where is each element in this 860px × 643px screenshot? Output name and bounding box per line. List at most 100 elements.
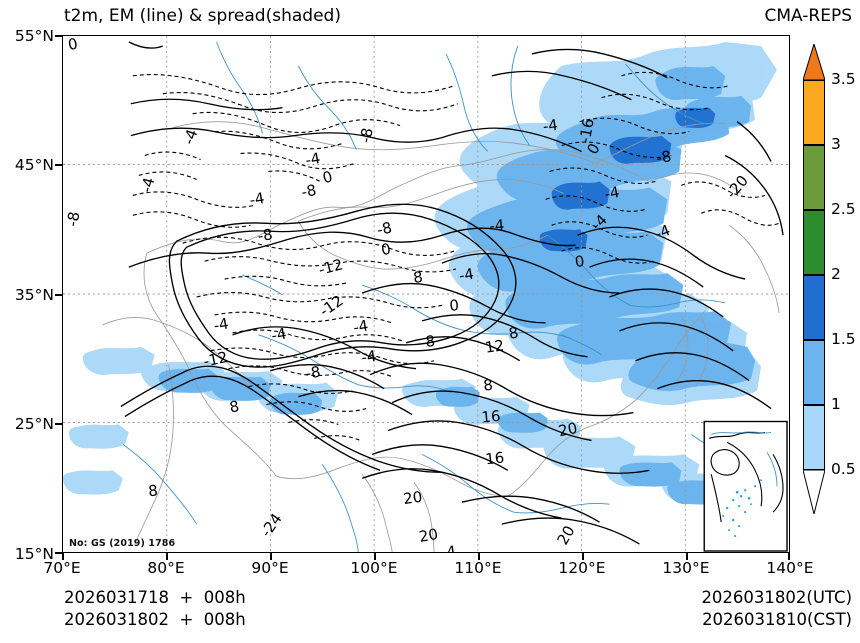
colorbar-tick-3p5: 3.5 <box>831 70 856 88</box>
y-tick-mark <box>55 35 62 37</box>
map-plot-area[interactable]: 0 -4 -8 -4 -4 -8 -4 -8 0 -8 0 -12 -8 -12… <box>62 35 790 553</box>
colorbar-segment-3p5-up[interactable] <box>803 80 825 145</box>
x-tick-label-70e: 70°E <box>43 559 81 577</box>
model-label: CMA-REPS <box>764 6 852 26</box>
x-tick-label-130e: 130°E <box>662 559 710 577</box>
svg-text:-4: -4 <box>542 116 559 136</box>
svg-text:-4: -4 <box>489 216 505 235</box>
svg-text:8: 8 <box>507 323 520 342</box>
svg-text:20: 20 <box>402 488 423 508</box>
x-tick-label-120e: 120°E <box>558 559 606 577</box>
colorbar-tick-1p5: 1.5 <box>831 330 856 348</box>
svg-text:-20: -20 <box>722 172 751 202</box>
svg-text:-4: -4 <box>352 316 370 336</box>
x-tick-mark <box>270 553 272 560</box>
x-tick-mark <box>478 553 480 560</box>
footer-valid-time-cst: 2026031810(CST) <box>702 610 852 629</box>
inset-spread-dots <box>722 479 763 538</box>
colorbar-tick-2p5: 2.5 <box>831 200 856 218</box>
colorbar-segment-2p5-3[interactable] <box>803 145 825 210</box>
svg-text:-4: -4 <box>270 324 288 344</box>
svg-text:20: 20 <box>557 419 579 441</box>
svg-text:-4: -4 <box>653 221 673 243</box>
map-watermark: No: GS (2019) 1786 <box>69 538 176 549</box>
spread-shading-1p5-2 <box>539 107 716 252</box>
colorbar-arrow-top <box>803 44 825 80</box>
country-borders <box>102 121 780 552</box>
colorbar-segment-0p5-1[interactable] <box>803 405 825 470</box>
y-tick-label-45n: 45°N <box>14 156 54 174</box>
svg-text:12: 12 <box>484 336 505 356</box>
svg-text:16: 16 <box>484 448 505 468</box>
x-tick-mark <box>62 553 64 560</box>
y-tick-label-55n: 55°N <box>14 27 54 45</box>
svg-text:20: 20 <box>553 523 578 548</box>
colorbar-tick-3: 3 <box>831 135 841 153</box>
x-tick-label-80e: 80°E <box>147 559 185 577</box>
svg-text:-4: -4 <box>304 149 322 169</box>
y-tick-mark <box>55 294 62 296</box>
y-tick-mark <box>55 552 62 554</box>
map-gridlines <box>63 36 789 552</box>
colorbar-segment-2-2p5[interactable] <box>803 210 825 275</box>
svg-text:0: 0 <box>449 296 460 315</box>
x-tick-label-110e: 110°E <box>454 559 502 577</box>
colorbar-tick-0p5: 0.5 <box>831 460 856 478</box>
x-tick-label-90e: 90°E <box>251 559 289 577</box>
y-tick-label-25n: 25°N <box>14 415 54 433</box>
svg-text:8: 8 <box>228 397 241 416</box>
page-title: t2m, EM (line) & spread(shaded) <box>64 6 341 26</box>
contour-lines-negative <box>132 71 780 441</box>
colorbar[interactable]: 3.5 3 2.5 2 1.5 1 0.5 <box>803 44 856 534</box>
svg-text:-8: -8 <box>356 126 376 144</box>
map-canvas: 0 -4 -8 -4 -4 -8 -4 -8 0 -8 0 -12 -8 -12… <box>63 36 789 552</box>
svg-text:20: 20 <box>418 525 440 546</box>
svg-text:-8: -8 <box>300 181 318 201</box>
svg-text:-16: -16 <box>576 117 598 144</box>
svg-text:-24: -24 <box>257 510 286 540</box>
svg-text:-8: -8 <box>257 225 274 245</box>
svg-text:-12: -12 <box>202 348 230 371</box>
svg-text:-12: -12 <box>316 291 346 320</box>
x-tick-mark <box>582 553 584 560</box>
colorbar-segment-1-1p5[interactable] <box>803 340 825 405</box>
svg-text:8: 8 <box>412 268 424 287</box>
y-tick-mark <box>55 164 62 166</box>
svg-text:-8: -8 <box>304 363 321 383</box>
svg-text:0: 0 <box>574 252 586 271</box>
x-tick-mark <box>166 553 168 560</box>
x-tick-label-100e: 100°E <box>350 559 398 577</box>
svg-text:0: 0 <box>67 36 80 54</box>
svg-text:0: 0 <box>380 240 393 259</box>
svg-text:-12: -12 <box>317 255 345 279</box>
y-tick-label-35n: 35°N <box>14 286 54 304</box>
svg-text:-4: -4 <box>457 265 475 285</box>
contour-lines-positive <box>120 41 784 545</box>
svg-text:0: 0 <box>321 167 335 187</box>
footer-valid-time-utc: 2026031802(UTC) <box>701 588 852 607</box>
colorbar-tick-1: 1 <box>831 395 841 413</box>
colorbar-tick-2: 2 <box>831 265 841 283</box>
x-tick-label-140e: 140°E <box>766 559 814 577</box>
svg-text:-4: -4 <box>603 183 621 203</box>
colorbar-segment-1p5-2[interactable] <box>803 275 825 340</box>
y-tick-label-15n: 15°N <box>14 545 54 563</box>
svg-text:-4: -4 <box>360 347 377 367</box>
x-tick-mark <box>374 553 376 560</box>
y-tick-mark <box>55 423 62 425</box>
svg-text:8: 8 <box>425 332 436 351</box>
colorbar-arrow-bottom <box>803 470 825 514</box>
x-tick-mark <box>686 553 688 560</box>
svg-text:-8: -8 <box>63 210 83 228</box>
footer-init-time-utc: 2026031718 + 008h <box>64 588 246 607</box>
svg-text:-8: -8 <box>655 147 673 167</box>
svg-text:-8: -8 <box>375 218 393 239</box>
svg-text:-4: -4 <box>212 314 230 334</box>
svg-text:-4: -4 <box>137 175 158 194</box>
svg-text:-4: -4 <box>179 127 201 147</box>
svg-text:-4: -4 <box>248 189 266 209</box>
svg-text:8: 8 <box>148 481 159 500</box>
svg-text:8: 8 <box>482 376 493 395</box>
inset-frame-line <box>703 420 788 552</box>
